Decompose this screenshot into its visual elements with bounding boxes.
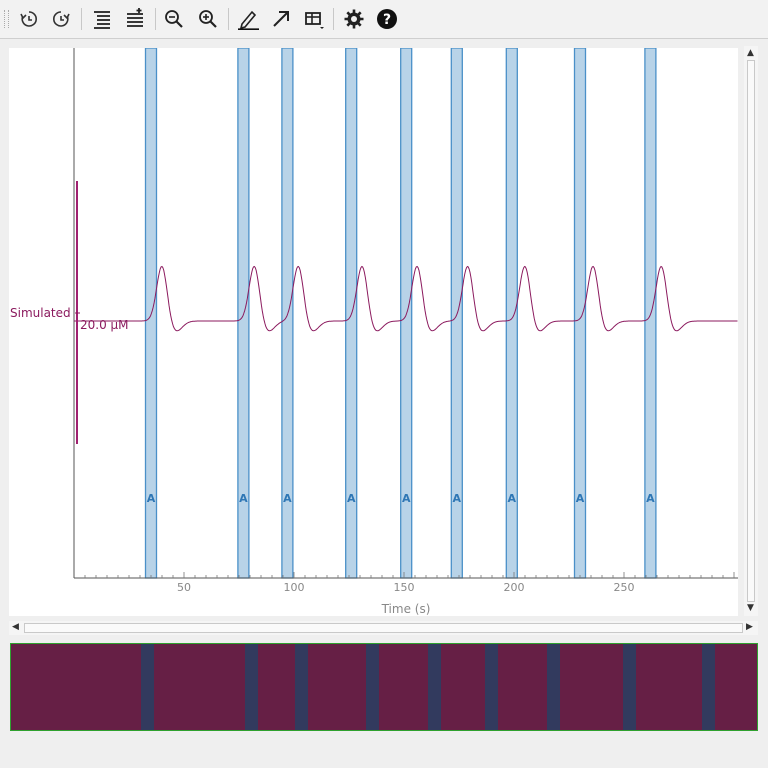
simulated-trace[interactable]: [74, 265, 738, 332]
overview-annotation-marker: [245, 644, 259, 730]
overview-strip[interactable]: [10, 643, 758, 731]
scroll-up-icon[interactable]: ▲: [747, 48, 754, 58]
overview-annotation-marker: [484, 644, 498, 730]
svg-text:?: ?: [383, 12, 391, 28]
overview-annotation-marker: [141, 644, 155, 730]
annotation-label[interactable]: A: [239, 492, 248, 505]
zoom-out-icon[interactable]: [159, 4, 189, 34]
x-axis-label: Time (s): [381, 602, 431, 616]
annotation-label[interactable]: A: [147, 492, 156, 505]
add-trace-icon[interactable]: [120, 4, 150, 34]
toolbar-separator: [155, 8, 156, 30]
help-icon[interactable]: ?: [372, 4, 402, 34]
toolbar-separator: [81, 8, 82, 30]
annotation-label[interactable]: A: [646, 492, 655, 505]
overview-annotation-marker: [294, 644, 308, 730]
overview-annotation-marker: [623, 644, 637, 730]
x-tick-label: 200: [504, 581, 525, 594]
align-lines-icon[interactable]: [87, 4, 117, 34]
toolbar: ?: [0, 0, 768, 39]
annotation-label[interactable]: A: [453, 492, 462, 505]
x-tick-label: 150: [394, 581, 415, 594]
arrow-icon[interactable]: [266, 4, 296, 34]
toolbar-grip[interactable]: [4, 10, 9, 28]
history-back-icon[interactable]: [14, 4, 44, 34]
scroll-right-icon[interactable]: ▶: [746, 622, 753, 632]
plot-panel[interactable]: A A A A A A A A A 50 100 150 200 250 Simulated 20.0 …: [9, 48, 738, 616]
toolbar-separator: [333, 8, 334, 30]
horizontal-scroll-track[interactable]: [24, 623, 743, 633]
table-dropdown-icon[interactable]: [299, 4, 329, 34]
annotation-label[interactable]: A: [347, 492, 356, 505]
annotation-label[interactable]: A: [576, 492, 585, 505]
scale-label: 20.0 µM: [80, 318, 129, 332]
overview-annotation-marker: [366, 644, 380, 730]
gear-icon[interactable]: [339, 4, 369, 34]
horizontal-scrollbar[interactable]: ◀ ▶: [9, 621, 758, 635]
pen-icon[interactable]: [233, 4, 263, 34]
vertical-scrollbar[interactable]: ▲ ▼: [744, 46, 758, 616]
history-forward-icon[interactable]: [46, 4, 76, 34]
annotation-label[interactable]: A: [283, 492, 292, 505]
overview-annotation-marker: [702, 644, 716, 730]
x-tick-label: 250: [614, 581, 635, 594]
overview-annotation-marker: [546, 644, 560, 730]
annotation-label[interactable]: A: [402, 492, 411, 505]
scroll-down-icon[interactable]: ▼: [747, 603, 754, 613]
zoom-in-icon[interactable]: [193, 4, 223, 34]
vertical-scroll-track[interactable]: [747, 60, 755, 602]
annotation-label[interactable]: A: [508, 492, 517, 505]
x-tick-label: 50: [177, 581, 191, 594]
scroll-left-icon[interactable]: ◀: [12, 622, 19, 632]
trace-label[interactable]: Simulated: [10, 306, 71, 320]
overview-annotation-marker: [428, 644, 441, 730]
x-tick-label: 100: [284, 581, 305, 594]
toolbar-separator: [228, 8, 229, 30]
trace-plot[interactable]: A A A A A A A A A 50 100 150 200 250 Simulated 20.0 …: [9, 48, 738, 616]
